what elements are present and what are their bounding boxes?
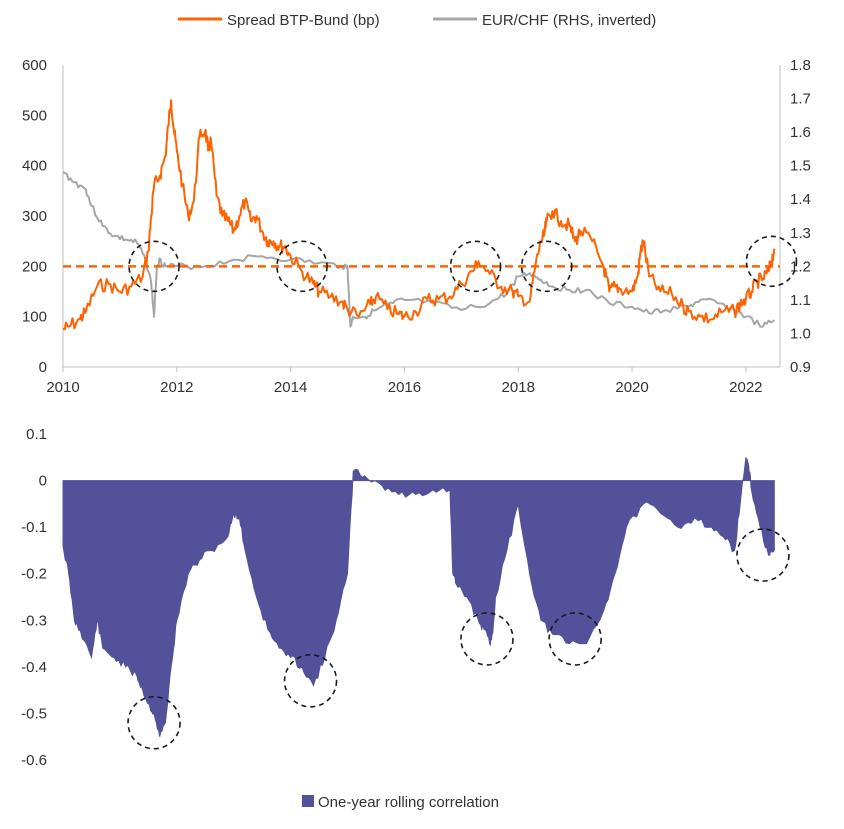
bottom-y-tick-label: -0.5 bbox=[21, 705, 47, 722]
top-x-tick-label: 2018 bbox=[502, 379, 535, 396]
top-left-tick-label: 600 bbox=[22, 57, 47, 74]
bottom-axis-labels: 0.1 0 -0.1 -0.2 -0.3 -0.4 -0.5 -0.6 bbox=[21, 426, 47, 769]
annotation-circle bbox=[276, 240, 328, 293]
top-left-tick-label: 400 bbox=[22, 158, 47, 175]
bottom-y-tick-label: -0.1 bbox=[21, 519, 47, 536]
bottom-annotation-circles bbox=[127, 528, 790, 750]
top-x-tick-label: 2014 bbox=[274, 379, 307, 396]
annotation-circle bbox=[736, 528, 790, 582]
top-x-tick-label: 2010 bbox=[46, 379, 79, 396]
annotation-circle bbox=[460, 612, 514, 666]
eurchf-series-line bbox=[62, 171, 775, 328]
bottom-y-tick-label: -0.3 bbox=[21, 612, 47, 629]
top-annotation-circles bbox=[128, 235, 798, 293]
top-right-tick-label: 1.3 bbox=[790, 225, 811, 242]
annotation-circle bbox=[520, 240, 573, 293]
correlation-area bbox=[62, 457, 775, 737]
spread-series-line bbox=[62, 99, 776, 331]
top-right-tick-label: 1.7 bbox=[790, 91, 811, 108]
top-x-tick-label: 2012 bbox=[160, 379, 193, 396]
legend-label-eurchf: EUR/CHF (RHS, inverted) bbox=[482, 12, 656, 29]
legend-label-spread: Spread BTP-Bund (bp) bbox=[227, 12, 380, 29]
top-left-tick-label: 200 bbox=[22, 258, 47, 275]
top-axis-labels: 01002003004005006000.91.01.11.21.31.41.5… bbox=[22, 57, 811, 396]
top-left-tick-label: 100 bbox=[22, 309, 47, 326]
bottom-y-tick-label: 0 bbox=[39, 473, 47, 490]
top-chart: 01002003004005006000.91.01.11.21.31.41.5… bbox=[22, 57, 811, 396]
top-left-tick-label: 300 bbox=[22, 208, 47, 225]
top-right-tick-label: 1.0 bbox=[790, 325, 811, 342]
annotation-circle bbox=[283, 654, 338, 708]
bottom-y-tick-label: -0.2 bbox=[21, 566, 47, 583]
bottom-y-tick-label: -0.6 bbox=[21, 752, 47, 769]
annotation-circle bbox=[449, 240, 502, 293]
annotation-circle bbox=[548, 612, 602, 666]
top-right-tick-label: 1.5 bbox=[790, 158, 811, 175]
top-right-tick-label: 1.4 bbox=[790, 191, 811, 208]
top-left-tick-label: 0 bbox=[39, 359, 47, 376]
legend-label-correlation: One-year rolling correlation bbox=[318, 794, 499, 811]
bottom-y-tick-label: 0.1 bbox=[26, 426, 47, 443]
top-right-tick-label: 0.9 bbox=[790, 359, 811, 376]
annotation-circle bbox=[128, 240, 180, 293]
top-x-tick-label: 2020 bbox=[615, 379, 648, 396]
top-right-tick-label: 1.1 bbox=[790, 292, 811, 309]
bottom-chart: 0.1 0 -0.1 -0.2 -0.3 -0.4 -0.5 -0.6 bbox=[21, 426, 790, 769]
bottom-legend: One-year rolling correlation bbox=[302, 794, 499, 811]
top-right-tick-label: 1.8 bbox=[790, 57, 811, 74]
top-right-tick-label: 1.6 bbox=[790, 124, 811, 141]
top-x-tick-label: 2022 bbox=[729, 379, 762, 396]
annotation-circle bbox=[127, 695, 181, 750]
top-legend: Spread BTP-Bund (bp) EUR/CHF (RHS, inver… bbox=[178, 12, 656, 29]
bottom-y-tick-label: -0.4 bbox=[21, 659, 47, 676]
annotation-circle bbox=[745, 235, 798, 288]
top-x-tick-label: 2016 bbox=[388, 379, 421, 396]
legend-swatch-correlation bbox=[302, 795, 314, 807]
top-left-tick-label: 500 bbox=[22, 107, 47, 124]
